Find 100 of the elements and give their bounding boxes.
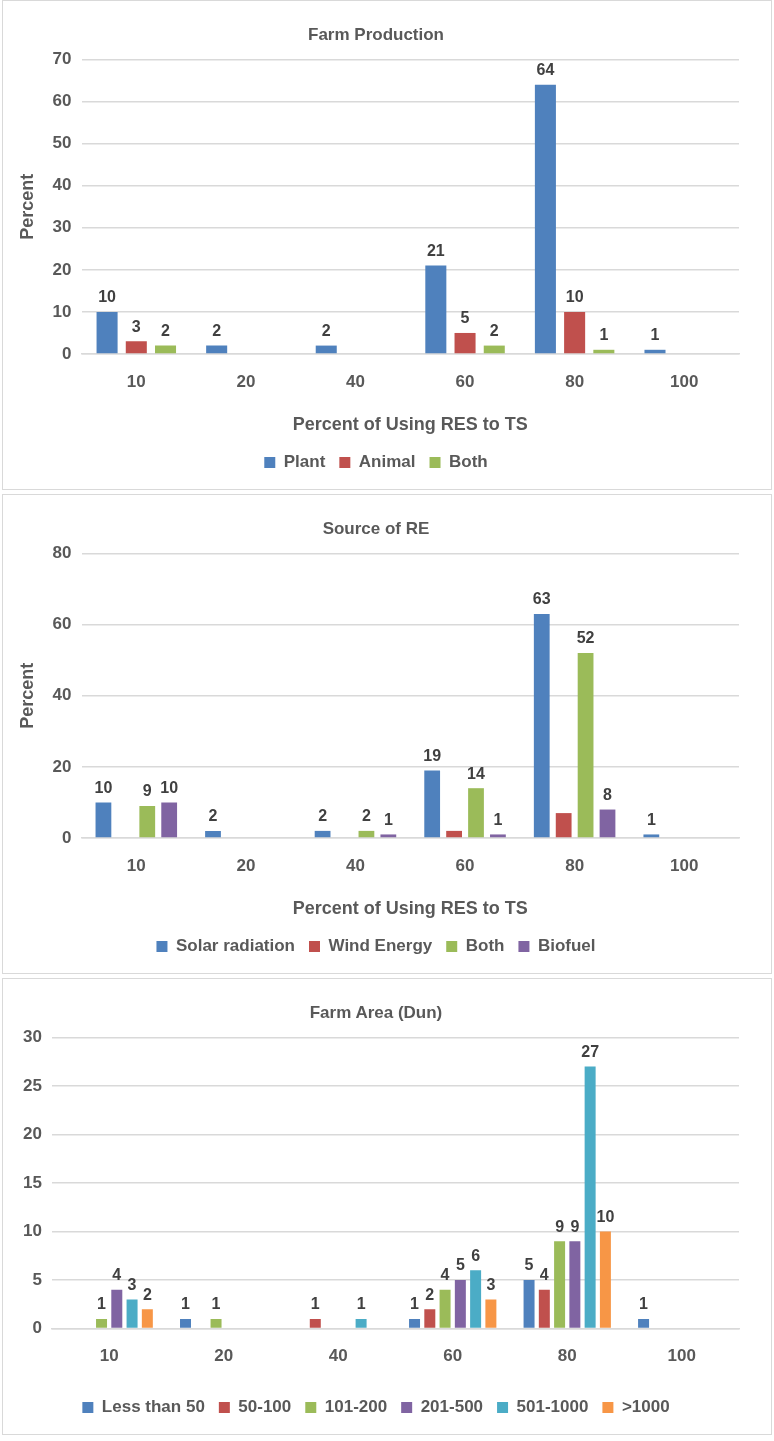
y-tick-label: 0 — [62, 827, 72, 847]
x-axis-title: Percent of Using RES to TS — [292, 414, 528, 435]
data-label: 1 — [650, 326, 660, 344]
bar — [446, 830, 462, 838]
y-tick-label: 20 — [52, 259, 72, 279]
data-label: 2 — [425, 1285, 435, 1303]
x-tick-label: 80 — [565, 371, 585, 391]
bar — [314, 830, 331, 838]
data-label: 2 — [489, 321, 499, 339]
bar — [523, 1280, 535, 1328]
data-label: 1 — [97, 1295, 107, 1313]
data-label: 2 — [361, 807, 371, 825]
bar — [95, 802, 112, 838]
bar — [533, 613, 550, 838]
x-tick-label: 60 — [455, 371, 475, 391]
bar — [111, 1289, 123, 1328]
bar — [210, 1318, 222, 1328]
data-label: 3 — [486, 1275, 496, 1293]
y-axis-title: Percent — [16, 662, 37, 729]
y-axis-title: Percent — [16, 173, 37, 240]
bar — [538, 1289, 550, 1328]
bar — [569, 1241, 581, 1328]
data-label: 21 — [426, 242, 445, 260]
data-label: 1 — [310, 1295, 320, 1313]
bar — [409, 1318, 421, 1328]
bar — [206, 345, 228, 354]
data-label: 2 — [321, 321, 331, 339]
y-tick-label: 50 — [52, 133, 72, 153]
bar — [139, 805, 156, 838]
data-label: 1 — [493, 810, 503, 828]
y-tick-label: 60 — [52, 91, 72, 111]
y-tick-label: 20 — [22, 1124, 42, 1144]
x-tick-label: 10 — [99, 1346, 119, 1366]
legend-label: Wind Energy — [328, 936, 433, 956]
data-label: 6 — [471, 1246, 481, 1264]
data-label: 2 — [318, 807, 328, 825]
legend-label: Solar radiation — [175, 936, 295, 956]
legend-label: 501-1000 — [516, 1397, 589, 1417]
x-tick-label: 20 — [236, 371, 256, 391]
bar — [644, 349, 666, 354]
data-label: 4 — [440, 1266, 450, 1284]
data-label: 10 — [160, 778, 179, 796]
data-label: 5 — [524, 1256, 534, 1274]
chart-title: Farm Area (Dun) — [309, 1002, 443, 1022]
y-tick-label: 30 — [52, 217, 72, 237]
bar — [424, 770, 441, 838]
data-label: 2 — [142, 1285, 152, 1303]
x-tick-label: 20 — [214, 1346, 234, 1366]
legend-label: >1000 — [621, 1397, 670, 1417]
bar — [483, 345, 505, 354]
y-tick-label: 0 — [32, 1318, 42, 1338]
data-label: 64 — [536, 61, 555, 79]
bar — [599, 1231, 611, 1328]
data-label: 1 — [599, 326, 609, 344]
bar — [309, 1318, 321, 1328]
bar — [125, 341, 147, 354]
data-label: 1 — [211, 1295, 221, 1313]
bar — [424, 1309, 436, 1328]
data-label: 19 — [423, 746, 442, 764]
legend-label: Less than 50 — [101, 1397, 205, 1417]
x-tick-label: 40 — [346, 371, 365, 391]
bar — [577, 653, 594, 838]
bar — [155, 345, 177, 354]
y-tick-label: 80 — [52, 543, 72, 563]
x-tick-label: 100 — [667, 1346, 696, 1366]
data-label: 1 — [356, 1295, 366, 1313]
y-tick-label: 30 — [22, 1027, 42, 1047]
legend-label: 50-100 — [238, 1397, 292, 1417]
y-tick-label: 10 — [52, 301, 72, 321]
y-tick-label: 20 — [52, 756, 72, 776]
bar — [126, 1299, 138, 1328]
x-tick-label: 100 — [670, 371, 699, 391]
bar — [584, 1066, 596, 1328]
bar — [454, 332, 476, 354]
bar — [96, 311, 118, 354]
y-tick-label: 10 — [22, 1221, 42, 1241]
x-tick-label: 100 — [670, 855, 699, 875]
bar — [468, 788, 484, 838]
data-label: 63 — [532, 590, 551, 608]
data-label: 14 — [467, 764, 485, 782]
bar — [439, 1289, 451, 1328]
data-label: 2 — [208, 807, 218, 825]
bar — [485, 1299, 497, 1328]
x-tick-label: 80 — [565, 855, 585, 875]
legend-label: 201-500 — [420, 1397, 484, 1417]
bar — [355, 1318, 367, 1328]
x-tick-label: 40 — [328, 1346, 348, 1366]
data-label: 3 — [127, 1275, 137, 1293]
data-label: 5 — [460, 309, 470, 327]
bar — [205, 830, 221, 838]
x-tick-label: 20 — [236, 855, 256, 875]
y-tick-label: 40 — [52, 685, 72, 705]
x-tick-label: 60 — [455, 855, 475, 875]
data-label: 52 — [576, 629, 595, 647]
y-tick-label: 5 — [32, 1269, 42, 1289]
chart-title: Source of RE — [322, 518, 430, 538]
data-label: 1 — [383, 810, 393, 828]
bar — [554, 1241, 566, 1328]
bar — [638, 1318, 650, 1328]
bar — [315, 345, 337, 354]
